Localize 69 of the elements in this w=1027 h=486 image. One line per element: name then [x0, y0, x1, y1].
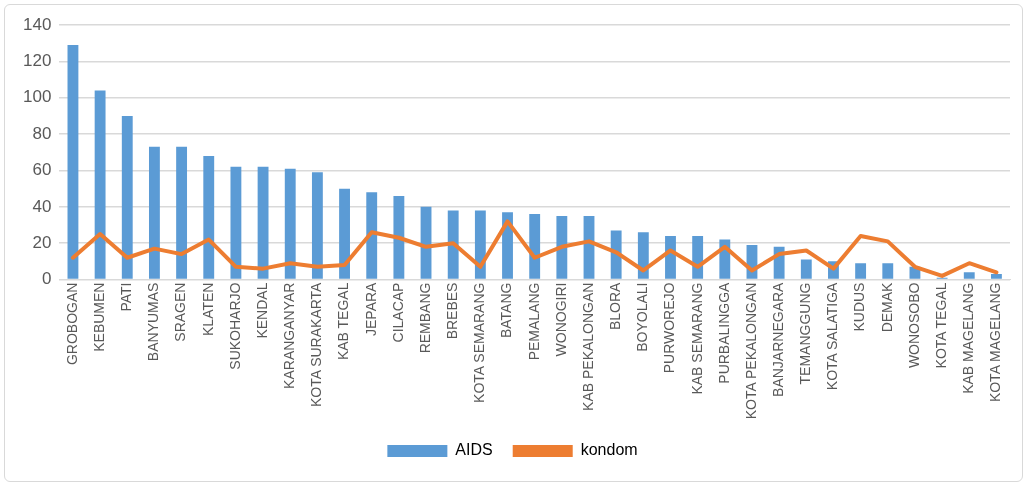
x-tick-label: KAB TEGAL	[335, 282, 352, 361]
bar	[963, 272, 975, 279]
bar	[339, 188, 350, 279]
x-tick-label: KOTA SALATIGA	[824, 281, 841, 391]
legend-label: kondom	[580, 441, 638, 459]
x-tick-label: BOYOLALI	[634, 282, 651, 352]
x-tick-label: PURWOREJO	[661, 282, 678, 374]
x-tick-label: DEMAK	[878, 281, 895, 333]
x-tick-label: KARANGANYAR	[281, 282, 298, 389]
x-tick-label: WONOSOBO	[905, 282, 922, 369]
bar	[393, 195, 405, 279]
x-tick-label: GROBOGAN	[63, 282, 80, 366]
x-tick-label: KOTA TEGAL	[932, 282, 949, 369]
x-tick-label: CILACAP	[389, 282, 406, 343]
bar	[610, 230, 622, 279]
bar	[230, 166, 242, 279]
x-tick-label: BATANG	[498, 282, 515, 339]
bar	[176, 146, 188, 279]
legend-label: AIDS	[455, 441, 493, 459]
bar	[94, 90, 106, 279]
x-tick-label: BANYUMAS	[145, 282, 162, 362]
x-tick-label: KAB MAGELANG	[960, 282, 977, 394]
bar	[203, 155, 215, 279]
x-tick-label: KOTA PEKALONGAN	[742, 282, 759, 420]
x-tick-label: KEBUMEN	[90, 282, 107, 352]
x-tick-label: KOTA SEMARANG	[471, 282, 488, 403]
y-tick-label: 100	[22, 87, 52, 107]
x-tick-label: KUDUS	[851, 282, 868, 332]
bar	[529, 214, 541, 279]
bar	[474, 210, 486, 279]
bar	[556, 215, 568, 279]
x-tick-label: SRAGEN	[172, 282, 189, 342]
bar	[366, 192, 378, 279]
y-tick-label: 140	[22, 14, 52, 34]
bar	[882, 263, 894, 279]
x-tick-label: KAB PEKALONGAN	[579, 282, 596, 411]
x-tick-label: WONOGIRI	[552, 282, 569, 357]
x-tick-label: BREBES	[444, 282, 461, 340]
x-tick-label: KOTA SURAKARTA	[308, 281, 325, 408]
bar	[121, 115, 133, 279]
bar	[637, 232, 649, 279]
bar	[447, 210, 459, 279]
x-tick-label: KAB SEMARANG	[688, 282, 705, 395]
x-tick-label: SUKOHARJO	[226, 282, 243, 370]
x-tick-label: KLATEN	[199, 282, 216, 336]
y-tick-label: 80	[32, 123, 52, 143]
bar	[257, 166, 269, 279]
y-tick-label: 20	[32, 232, 52, 252]
bar	[284, 168, 296, 279]
bar	[855, 263, 867, 279]
x-tick-label: BLORA	[607, 281, 624, 331]
y-tick-label: 40	[32, 196, 52, 216]
bar	[149, 146, 160, 279]
bar	[990, 274, 1002, 279]
y-tick-label: 60	[32, 160, 52, 180]
bar	[800, 259, 812, 279]
y-tick-label: 0	[41, 269, 52, 289]
x-tick-label: BANJARNEGARA	[769, 281, 786, 397]
x-tick-label: REMBANG	[416, 282, 433, 354]
y-tick-label: 120	[22, 51, 52, 71]
x-tick-label: JEPARA	[362, 281, 379, 336]
x-tick-label: PURBALINGGA	[715, 281, 732, 384]
x-tick-label: KENDAL	[253, 282, 270, 339]
bar	[311, 172, 323, 279]
x-tick-label: TEMANGGUNG	[797, 282, 814, 385]
x-tick-label: PATI	[118, 282, 135, 312]
x-tick-label: PEMALANG	[525, 282, 542, 361]
x-tick-label: KOTA MAGELANG	[987, 282, 1004, 403]
bar	[67, 45, 79, 279]
